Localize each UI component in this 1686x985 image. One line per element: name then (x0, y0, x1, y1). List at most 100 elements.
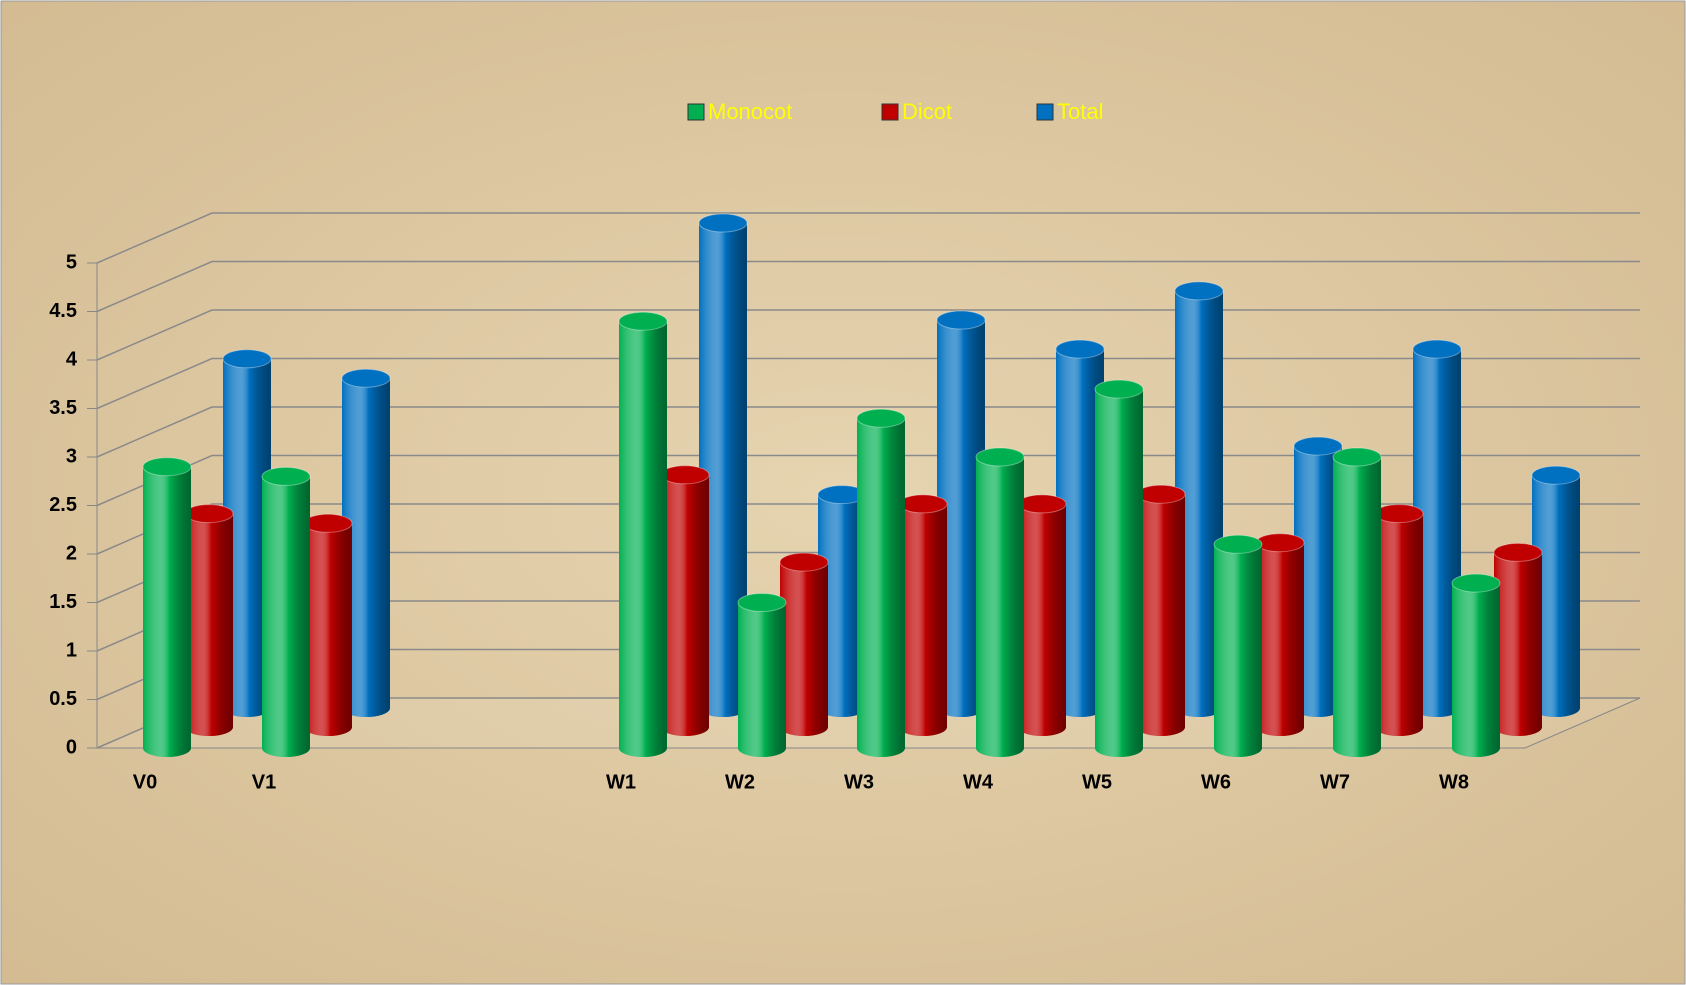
x-tick-label: V1 (252, 771, 276, 793)
cylinder-top (1451, 573, 1501, 593)
cylinder-shade (1375, 513, 1423, 736)
bar (737, 593, 787, 757)
grid-line (96, 212, 1640, 264)
cylinder-shade (1214, 544, 1262, 757)
cylinder-top (1017, 494, 1067, 514)
cylinder-shade (738, 602, 786, 757)
x-tick-label: W3 (844, 771, 874, 793)
cylinder-top (1293, 436, 1343, 456)
cylinder-top (184, 504, 234, 524)
bars (142, 213, 1581, 757)
cylinder-shade (1294, 446, 1342, 717)
x-tick-label: W7 (1320, 771, 1350, 793)
bar (341, 368, 391, 717)
cylinder-shade (1018, 503, 1066, 736)
x-tick-label: V0 (133, 771, 157, 793)
bar (618, 311, 668, 757)
cylinder-top (1374, 504, 1424, 524)
bar (975, 447, 1025, 757)
bar (261, 466, 311, 757)
cylinder-shade (1452, 583, 1500, 757)
bar (817, 485, 867, 717)
cylinder-shade (1175, 290, 1223, 717)
cylinder-shade (699, 223, 747, 717)
cylinder-top (303, 513, 353, 533)
y-tick-label: 2.5 (49, 494, 77, 516)
cylinder-shade (661, 474, 709, 736)
cylinder-top (856, 408, 906, 428)
y-tick-label: 3 (66, 445, 77, 467)
bar (1293, 436, 1343, 717)
grid-line (96, 309, 1640, 361)
cylinder-top (1213, 534, 1263, 554)
cylinder-shade (1532, 475, 1580, 717)
bar (1412, 339, 1462, 717)
cylinder-top (660, 465, 710, 485)
grid-line (96, 454, 1640, 507)
cylinder-top (936, 310, 986, 330)
cylinder-top (261, 466, 311, 486)
bar (303, 513, 353, 736)
bar (898, 494, 948, 736)
cylinder-top (1531, 465, 1581, 485)
cylinder-shade (304, 523, 352, 736)
bar (1136, 484, 1186, 736)
x-tick-label: W1 (606, 771, 636, 793)
cylinder-shade (143, 466, 191, 757)
grid-line (96, 260, 1640, 313)
legend-label: Monocot (708, 99, 792, 124)
y-tick-label: 4 (66, 348, 78, 370)
x-tick-label: W5 (1082, 771, 1112, 793)
bar (1255, 533, 1305, 736)
bar (1374, 504, 1424, 736)
cylinder-top (779, 552, 829, 572)
y-tick-label: 5 (66, 251, 77, 273)
cylinder-shade (1413, 349, 1461, 717)
cylinder-top (1136, 484, 1186, 504)
cylinder-top (1332, 447, 1382, 467)
x-tick-label: W6 (1201, 771, 1231, 793)
cylinder-shade (1095, 389, 1143, 757)
cylinder-shade (1494, 552, 1542, 736)
cylinder-shade (1056, 349, 1104, 717)
cylinder-shade (780, 562, 828, 736)
cylinder-top (1055, 339, 1105, 359)
cylinder-top (698, 213, 748, 233)
bar (1213, 534, 1263, 757)
y-tick-label: 3.5 (49, 397, 77, 419)
cylinder-top (618, 311, 668, 331)
x-tick-label: W4 (963, 771, 994, 793)
bar (936, 310, 986, 717)
bar (779, 552, 829, 736)
cylinder-shade (185, 513, 233, 736)
cylinder-top (1412, 339, 1462, 359)
bar (1451, 573, 1501, 757)
bar (1055, 339, 1105, 717)
bar (856, 408, 906, 757)
cylinder-shade (976, 457, 1024, 757)
legend-label: Total (1057, 99, 1103, 124)
cylinder-top (1174, 281, 1224, 301)
bar (660, 465, 710, 736)
legend-swatch (881, 103, 899, 121)
bar (184, 504, 234, 736)
y-tick-label: 1 (66, 639, 77, 661)
cylinder-shade (262, 476, 310, 757)
y-tick-label: 4.5 (49, 300, 77, 322)
cylinder-top (898, 494, 948, 514)
legend: Monocot Dicot Total (687, 99, 1103, 124)
x-tick-label: W8 (1439, 771, 1469, 793)
legend-swatch (1036, 103, 1054, 121)
cylinder-shade (342, 378, 390, 717)
y-tick-label: 2 (66, 542, 77, 564)
cylinder-shade (1137, 494, 1185, 736)
cylinder-shade (619, 321, 667, 757)
x-tick-label: W2 (725, 771, 755, 793)
bar (142, 457, 192, 757)
y-tick-label: 0.5 (49, 688, 77, 710)
bar (1493, 542, 1543, 736)
cylinder-top (222, 349, 272, 369)
bar (1017, 494, 1067, 736)
legend-label: Dicot (902, 99, 952, 124)
